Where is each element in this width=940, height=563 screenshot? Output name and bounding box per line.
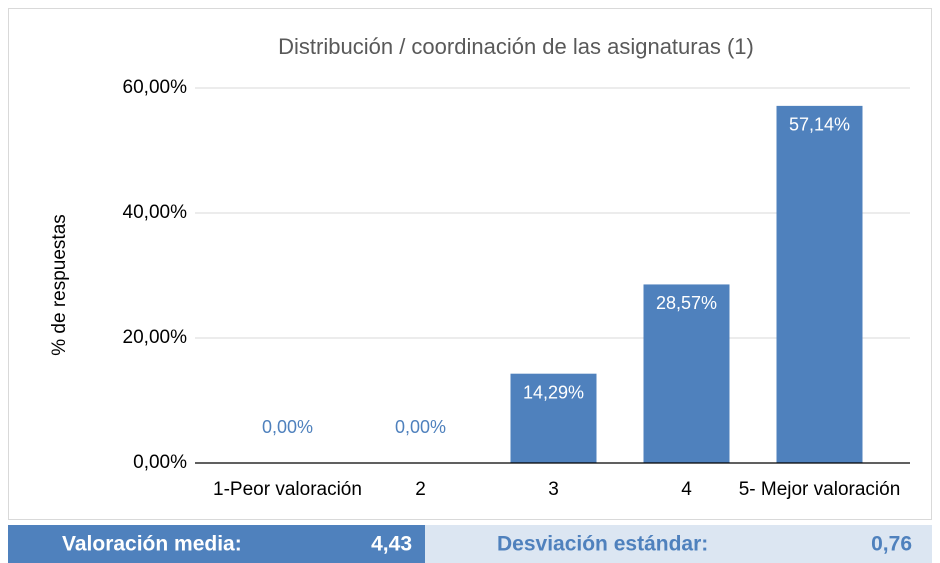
y-tick-label: 40,00%: [123, 202, 188, 223]
x-tick-label: 5- Mejor valoración: [739, 479, 901, 500]
y-tick-label: 20,00%: [123, 327, 188, 348]
x-tick-label: 2: [415, 479, 426, 500]
x-tick-label: 1-Peor valoración: [213, 479, 362, 500]
sd-value: 0,76: [871, 533, 912, 556]
sd-cell: [425, 525, 932, 563]
x-tick-label: 4: [681, 479, 692, 500]
mean-label: Valoración media:: [62, 533, 242, 556]
sd-label: Desviación estándar:: [497, 533, 708, 556]
data-label: 14,29%: [523, 382, 584, 402]
x-tick-label: 3: [548, 479, 559, 500]
data-label: 0,00%: [395, 417, 446, 437]
data-label: 0,00%: [262, 417, 313, 437]
chart-title: Distribución / coordinación de las asign…: [278, 34, 754, 59]
data-label: 28,57%: [656, 293, 717, 313]
y-axis-label: % de respuestas: [49, 214, 70, 356]
y-tick-label: 60,00%: [123, 77, 188, 98]
mean-value: 4,43: [371, 533, 412, 556]
y-tick-label: 0,00%: [133, 452, 187, 473]
bar: [510, 373, 597, 463]
mean-cell: [8, 525, 425, 563]
bar: [643, 284, 730, 463]
bar: [776, 105, 863, 463]
data-label: 57,14%: [789, 115, 850, 135]
